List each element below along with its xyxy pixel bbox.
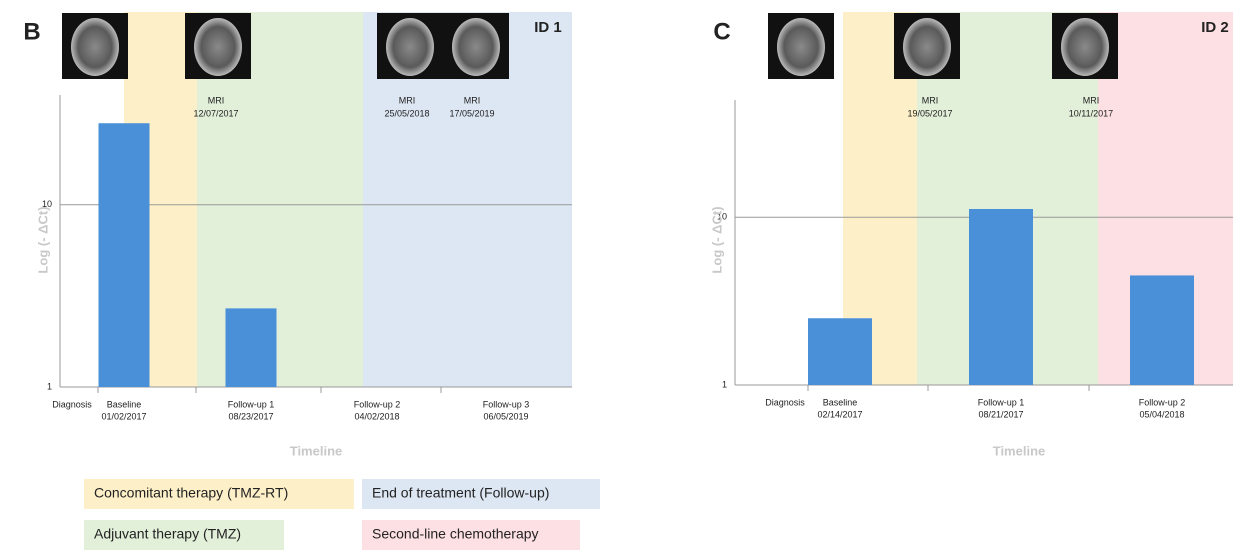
- x-tick-date: 04/02/2018: [354, 411, 399, 421]
- mri-brain: [386, 18, 434, 76]
- mri-brain: [194, 18, 242, 76]
- x-tick-date: 08/21/2017: [978, 409, 1023, 419]
- x-tick-date: 05/04/2018: [1139, 409, 1184, 419]
- x-axis-label: Timeline: [993, 443, 1046, 458]
- x-axis-label: Timeline: [290, 443, 343, 458]
- annotation-date: 19/05/2017: [907, 108, 952, 118]
- mri-brain: [777, 18, 825, 76]
- x-tick-label: Follow-up 3: [483, 399, 530, 409]
- mri-brain: [903, 18, 951, 76]
- chart-title: ID 2: [1201, 19, 1229, 36]
- panel-label: B: [23, 18, 40, 45]
- x-tick-label: Baseline: [107, 399, 142, 409]
- x-tick-date: 06/05/2019: [483, 411, 528, 421]
- x-tick-label: Follow-up 2: [354, 399, 401, 409]
- bar: [969, 209, 1033, 385]
- y-axis-label: Log (- ΔCt): [35, 206, 50, 273]
- x-tick-label: Follow-up 1: [978, 397, 1025, 407]
- annotation-date: 25/05/2018: [384, 108, 429, 118]
- annotation-label: MRI: [1083, 95, 1100, 105]
- annotation-date: 10/11/2017: [1069, 108, 1113, 118]
- x-tick-label: Baseline: [823, 397, 858, 407]
- bar: [808, 318, 872, 385]
- legend-label: Concomitant therapy (TMZ-RT): [94, 485, 288, 501]
- legend-label: End of treatment (Follow-up): [372, 485, 549, 501]
- x-tick-label: Follow-up 1: [228, 399, 275, 409]
- y-axis-label: Log (- ΔCt): [709, 206, 724, 273]
- annotation-label: MRI: [464, 95, 481, 105]
- x-tick-label: Diagnosis: [52, 399, 92, 409]
- mri-brain: [452, 18, 500, 76]
- x-tick-label: Diagnosis: [765, 397, 805, 407]
- legend-label: Adjuvant therapy (TMZ): [94, 526, 241, 542]
- x-tick-label: Follow-up 2: [1139, 397, 1186, 407]
- x-tick-date: 01/02/2017: [101, 411, 146, 421]
- mri-brain: [1061, 18, 1109, 76]
- annotation-label: MRI: [399, 95, 416, 105]
- annotation-date: 12/07/2017: [193, 108, 238, 118]
- bar: [226, 308, 277, 387]
- bar: [99, 123, 150, 387]
- annotation-label: MRI: [922, 95, 939, 105]
- annotation-date: 17/05/2019: [449, 108, 494, 118]
- figure: MRI 12/07/2017 MRI 25/05/2018 MRI 17/05/2019 1…: [0, 0, 1233, 557]
- mri-brain: [71, 18, 119, 76]
- x-tick-date: 08/23/2017: [228, 411, 273, 421]
- y-tick-label: 1: [722, 379, 727, 389]
- legend-label: Second-line chemotherapy: [372, 526, 539, 542]
- bar: [1130, 275, 1194, 385]
- x-tick-date: 02/14/2017: [817, 409, 862, 419]
- annotation-label: MRI: [208, 95, 225, 105]
- chart-title: ID 1: [534, 19, 562, 36]
- y-tick-label: 1: [47, 381, 52, 391]
- panel-label: C: [713, 18, 730, 45]
